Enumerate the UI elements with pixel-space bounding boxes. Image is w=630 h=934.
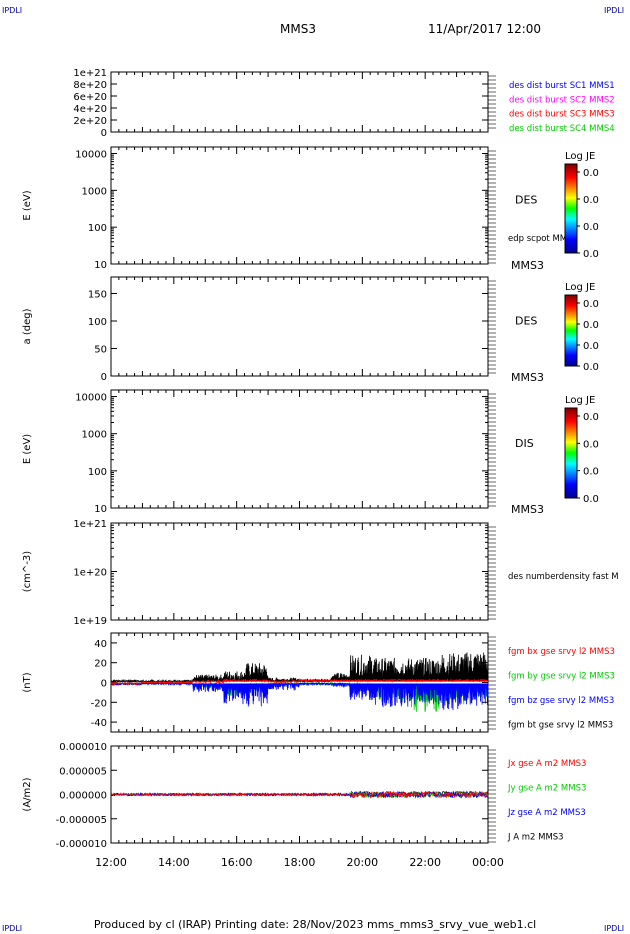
spectrogram-spacecraft: MMS3 — [511, 371, 544, 384]
panel-frame-0 — [110, 71, 489, 133]
colorbar — [564, 294, 578, 367]
bx-trace — [110, 678, 489, 686]
y-tick-label: 0 — [101, 372, 107, 383]
x-tick-label: 14:00 — [158, 856, 190, 869]
colorbar-tick-label: 0.0 — [583, 249, 599, 260]
footer-credit: Produced by cl (IRAP) Printing date: 28/… — [93, 918, 537, 931]
colorbar-title: Log JE — [565, 395, 595, 406]
y-tick-label: 10000 — [75, 149, 107, 160]
y-tick-label: 1e+19 — [73, 616, 107, 627]
y-tick-label: 2e+20 — [73, 116, 107, 127]
y-tick-label: -0.000005 — [56, 815, 107, 826]
y-axis-label: (nT) — [22, 672, 33, 692]
y-tick-label: 10000 — [75, 393, 107, 404]
colorbar-tick-label: 0.0 — [583, 494, 599, 505]
colorbar-tick-label: 0.0 — [583, 467, 599, 478]
y-tick-label: 100 — [88, 223, 107, 234]
colorbar-tick-label: 0.0 — [583, 320, 599, 331]
legend-entry: fgm bz gse srvy l2 MMS3 — [508, 696, 614, 706]
y-axis-label: E (eV) — [22, 190, 33, 220]
legend-entry: fgm bt gse srvy l2 MMS3 — [508, 721, 613, 731]
legend-entry: Jz gse A m2 MMS3 — [507, 808, 586, 818]
scpot-label: edp scpot MMS3 — [508, 234, 578, 244]
bt-trace — [110, 652, 489, 684]
legend-entry: des dist burst SC3 MMS3 — [509, 110, 615, 120]
spectrogram-spacecraft: MMS3 — [511, 259, 544, 272]
x-tick-label: 12:00 — [95, 856, 127, 869]
y-tick-label: 10 — [94, 504, 107, 515]
y-tick-label: 20 — [94, 659, 107, 670]
panel-frame-1 — [110, 146, 489, 265]
spectrogram-label: DES — [515, 194, 537, 207]
legend-entry: J A m2 MMS3 — [507, 833, 564, 843]
y-tick-label: 0.000000 — [59, 791, 107, 802]
y-axis-label: (A/m2) — [22, 777, 33, 811]
y-tick-label: 0.000005 — [59, 766, 107, 777]
panel-frame-3 — [110, 389, 489, 509]
colorbar-tick-label: 0.0 — [583, 439, 599, 450]
y-tick-label: 100 — [88, 317, 107, 328]
spectrogram-spacecraft: MMS3 — [511, 503, 544, 516]
y-tick-label: 1e+21 — [73, 519, 107, 530]
colorbar — [564, 407, 578, 499]
legend-entry: Jy gse A m2 MMS3 — [507, 784, 586, 794]
y-axis-label: E (eV) — [22, 434, 33, 464]
x-tick-label: 20:00 — [346, 856, 378, 869]
spectrogram-label: DES — [515, 315, 537, 328]
y-axis-label: a (deg) — [22, 308, 33, 344]
spacecraft-title: MMS3 — [280, 22, 316, 36]
y-tick-label: 4e+20 — [73, 104, 107, 115]
spectrogram-label: DIS — [515, 437, 534, 450]
y-tick-label: 1e+20 — [73, 568, 107, 579]
colorbar-tick-label: 0.0 — [583, 222, 599, 233]
x-tick-label: 18:00 — [284, 856, 316, 869]
x-tick-label: 00:00 — [472, 856, 504, 869]
y-tick-label: 150 — [88, 290, 107, 301]
y-tick-label: -0.000010 — [56, 839, 107, 850]
legend-entry: fgm bx gse srvy l2 MMS3 — [508, 647, 615, 657]
legend-entry: des dist burst SC1 MMS1 — [509, 81, 615, 91]
legend-entry: des dist burst SC2 MMS2 — [509, 95, 615, 105]
colorbar-tick-label: 0.0 — [583, 362, 599, 373]
colorbar — [564, 163, 578, 254]
corner-label-top-right: IPDLI — [604, 6, 625, 15]
legend-entry: Jx gse A m2 MMS3 — [507, 759, 586, 769]
y-tick-label: 1000 — [82, 430, 107, 441]
y-tick-label: 100 — [88, 467, 107, 478]
y-tick-label: 0.000010 — [59, 742, 107, 753]
y-tick-label: 6e+20 — [73, 92, 107, 103]
date-time-title: 11/Apr/2017 12:00 — [428, 22, 542, 36]
colorbar-tick-label: 0.0 — [583, 341, 599, 352]
panel-frame-4 — [110, 522, 489, 621]
corner-label-bottom-left: IPDLI — [2, 924, 23, 933]
y-tick-label: 40 — [94, 639, 107, 650]
colorbar-title: Log JE — [565, 151, 595, 162]
legend-entry: des numberdensity fast M — [508, 572, 619, 582]
panel-frame-2 — [110, 276, 489, 377]
legend-entry: fgm by gse srvy l2 MMS3 — [508, 672, 615, 682]
y-tick-label: 50 — [94, 345, 107, 356]
y-tick-label: -20 — [91, 698, 107, 709]
current-trace — [110, 790, 489, 799]
colorbar-title: Log JE — [565, 282, 595, 293]
y-axis-label: (cm^-3) — [22, 551, 33, 592]
bz-trace — [110, 681, 489, 711]
corner-label-top-left: IPDLI — [2, 6, 23, 15]
y-tick-label: 1e+21 — [73, 68, 107, 79]
corner-label-bottom-right: IPDLI — [604, 924, 625, 933]
x-tick-label: 22:00 — [409, 856, 441, 869]
colorbar-tick-label: 0.0 — [583, 412, 599, 423]
x-tick-label: 16:00 — [221, 856, 253, 869]
y-tick-label: 1000 — [82, 186, 107, 197]
y-tick-label: -40 — [91, 718, 107, 729]
colorbar-tick-label: 0.0 — [583, 299, 599, 310]
legend-entry: des dist burst SC4 MMS4 — [509, 124, 615, 134]
y-tick-label: 0 — [101, 679, 107, 690]
y-tick-label: 10 — [94, 260, 107, 271]
colorbar-tick-label: 0.0 — [583, 168, 599, 179]
colorbar-tick-label: 0.0 — [583, 195, 599, 206]
y-tick-label: 8e+20 — [73, 80, 107, 91]
y-tick-label: 0 — [101, 128, 107, 139]
